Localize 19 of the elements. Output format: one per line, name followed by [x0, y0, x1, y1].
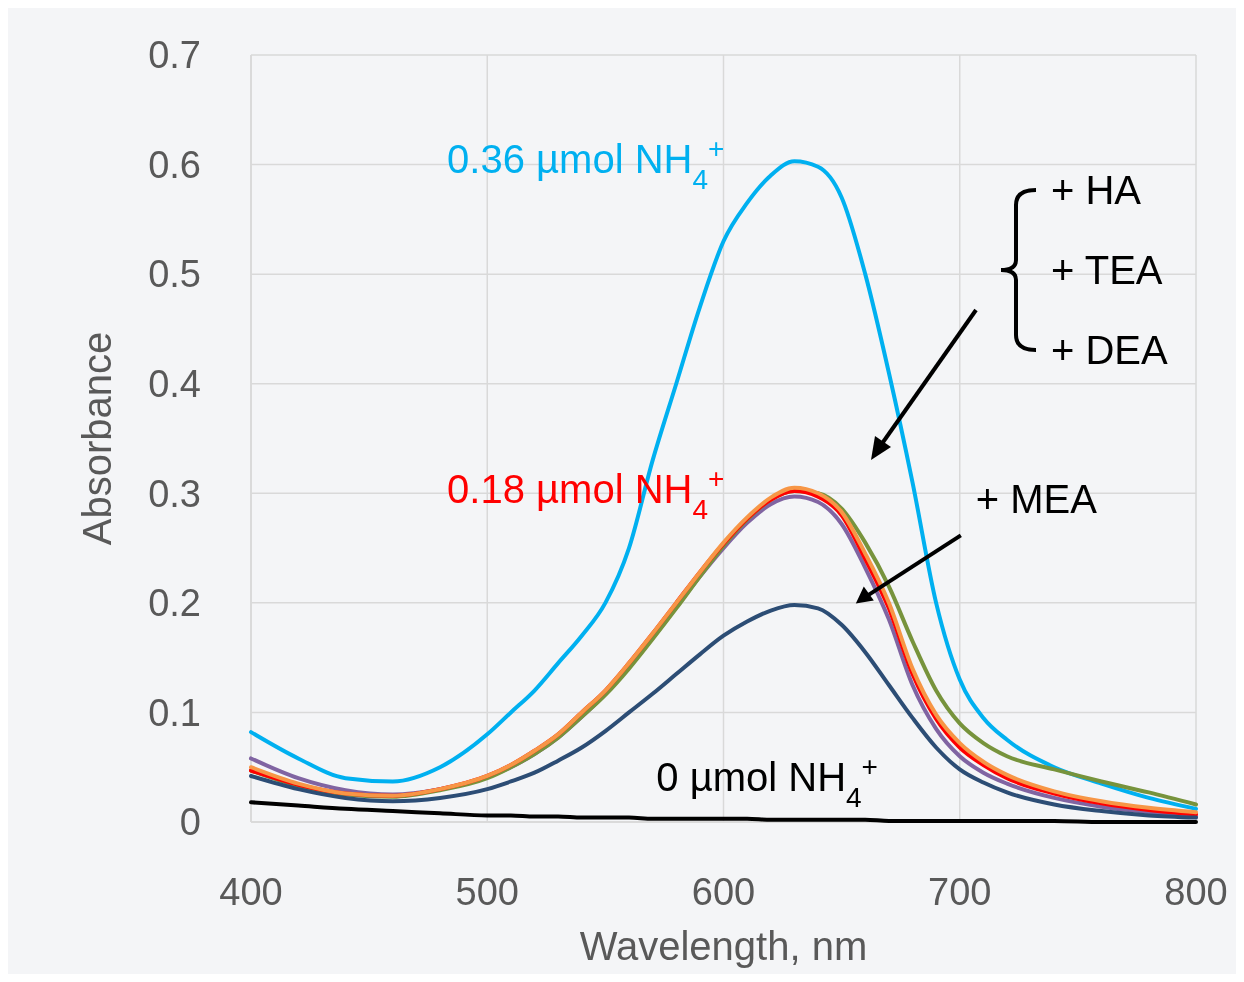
x-tick-label: 500	[455, 871, 519, 914]
y-tick-label: 0.5	[148, 253, 201, 296]
annotation: + HA	[1051, 168, 1142, 212]
x-axis-title: Wavelength, nm	[579, 924, 868, 968]
x-tick-label: 600	[691, 871, 756, 914]
annotation: + DEA	[1051, 328, 1169, 372]
y-tick-label: 0.2	[148, 582, 201, 625]
annotation: + MEA	[975, 477, 1098, 522]
y-tick-label: 0.7	[148, 34, 201, 77]
y-tick-label: 0.6	[148, 143, 201, 186]
x-tick-label: 800	[1164, 871, 1228, 914]
y-tick-label: 0.3	[148, 472, 201, 515]
y-axis-title: Absorbance	[75, 331, 119, 546]
annotation: + TEA	[1051, 248, 1163, 292]
x-tick-label: 700	[928, 871, 992, 914]
x-tick-label: 400	[219, 871, 283, 914]
y-tick-label: 0.1	[148, 691, 201, 734]
y-tick-label: 0	[179, 801, 201, 844]
y-tick-label: 0.4	[148, 363, 201, 406]
